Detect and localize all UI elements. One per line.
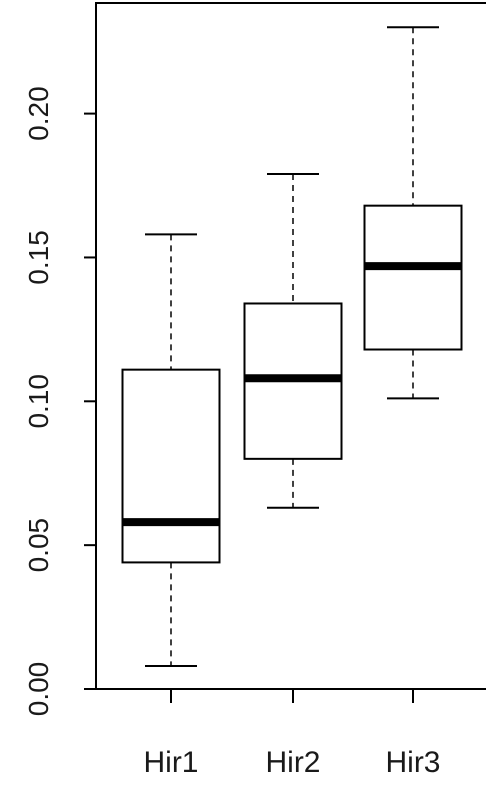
iqr-box-Hir3 xyxy=(363,204,463,351)
x-tick-label-Hir2: Hir2 xyxy=(265,746,320,779)
y-tick-label-2: 0.10 xyxy=(23,374,54,429)
y-tick-label-1: 0.05 xyxy=(23,518,54,573)
y-tick-label-4: 0.20 xyxy=(23,86,54,141)
y-tick-label-0: 0.00 xyxy=(23,662,54,717)
boxes xyxy=(121,26,463,667)
y-tick-label-3: 0.15 xyxy=(23,230,54,285)
x-tick-label-Hir3: Hir3 xyxy=(385,746,440,779)
x-tick-label-Hir1: Hir1 xyxy=(143,746,198,779)
y-axis: 0.00 0.05 0.10 0.15 0.20 xyxy=(23,86,96,716)
box-Hir3 xyxy=(363,26,463,400)
iqr-box-Hir1 xyxy=(121,368,221,564)
x-axis: Hir1 Hir2 Hir3 xyxy=(143,689,441,779)
box-Hir2 xyxy=(243,173,343,509)
box-Hir1 xyxy=(121,233,221,667)
